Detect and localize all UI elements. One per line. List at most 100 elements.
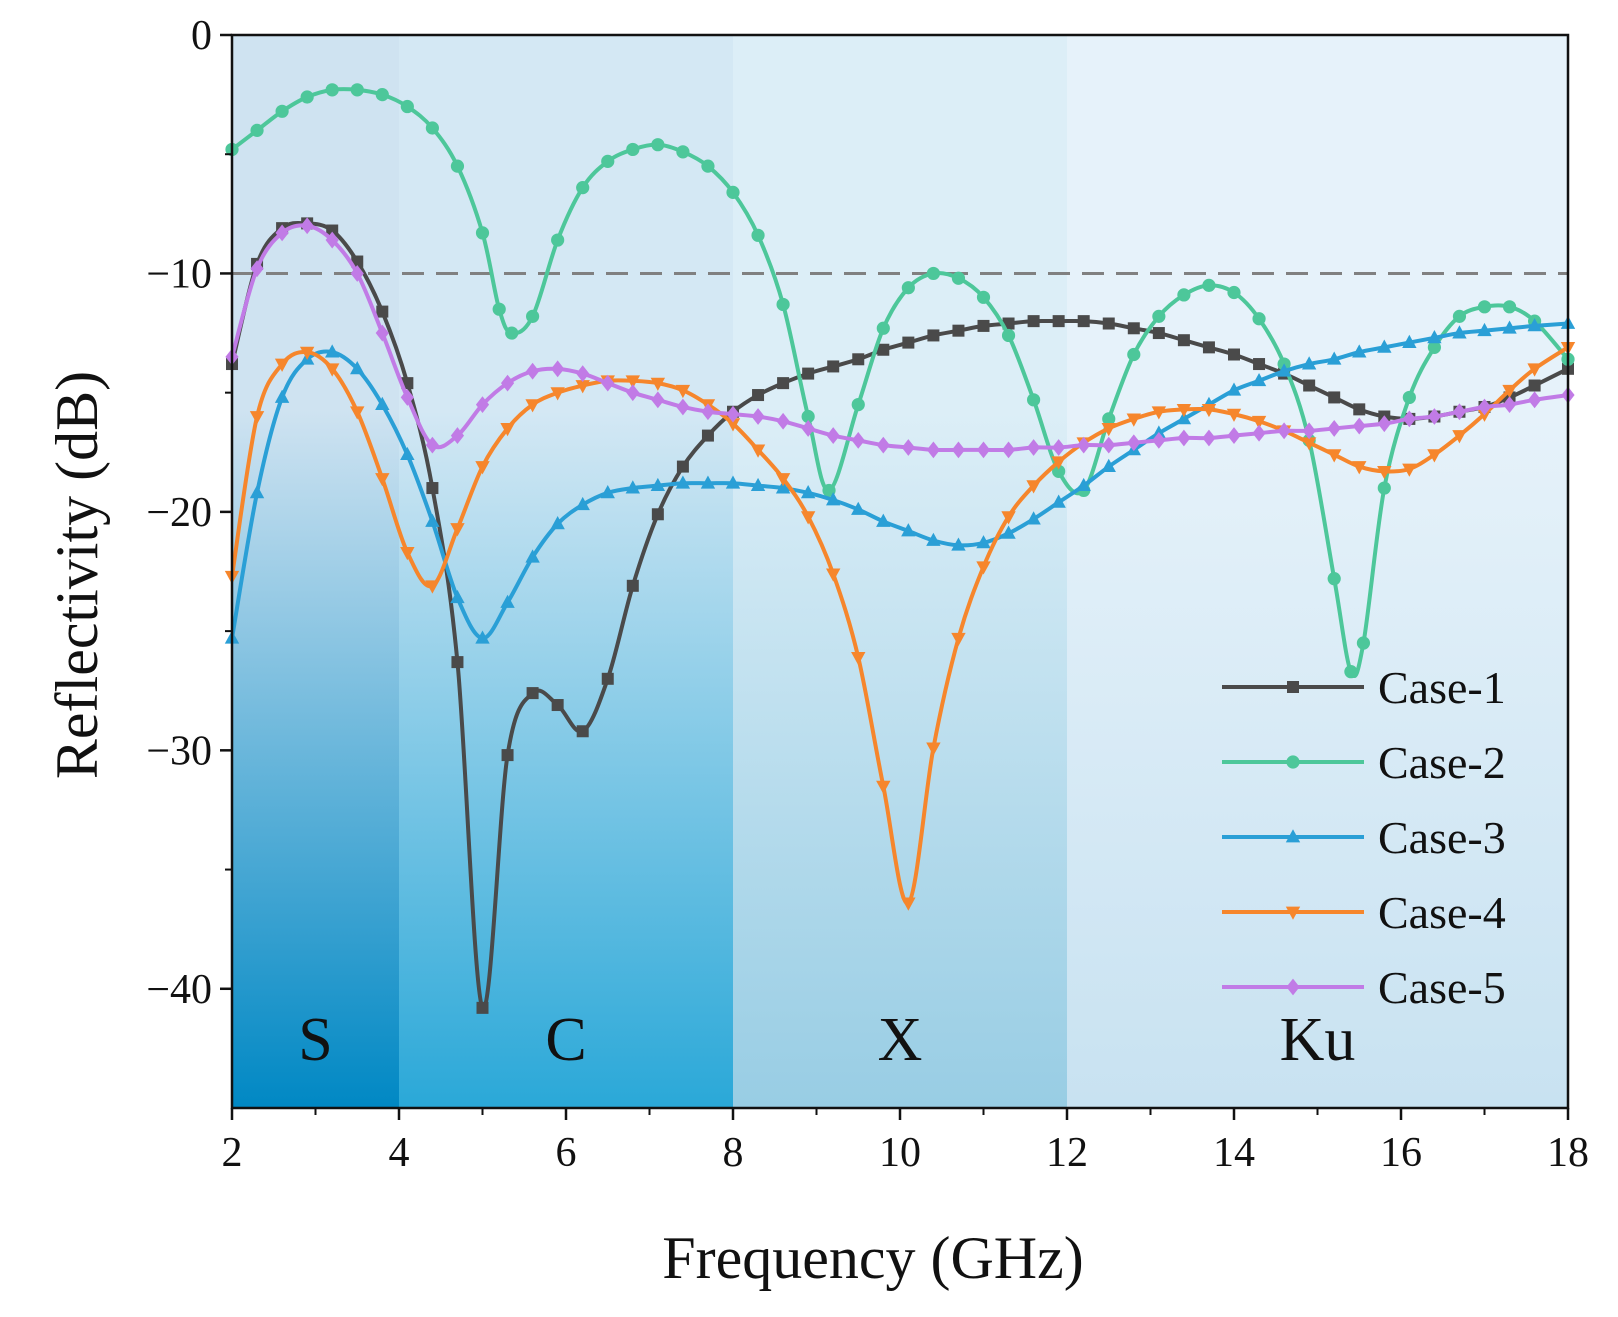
data-point-case-3: [400, 446, 415, 461]
data-point-case-5: [876, 436, 890, 454]
data-point-case-5: [976, 441, 991, 459]
data-point-case-5: [826, 427, 840, 444]
data-point-case-5: [951, 441, 966, 459]
data-point-case-2: [701, 159, 715, 173]
data-point-case-2: [1477, 300, 1492, 314]
data-point-case-5: [475, 396, 490, 413]
data-point-case-2: [505, 326, 519, 340]
band-ku: [1067, 35, 1568, 1108]
data-point-case-5: [651, 391, 665, 409]
data-point-case-3: [575, 496, 590, 511]
legend-marker: [1286, 978, 1300, 996]
data-point-case-2: [1102, 412, 1116, 426]
data-point-case-4: [1402, 463, 1417, 477]
data-point-case-2: [1227, 285, 1241, 300]
data-point-case-5: [1377, 415, 1391, 433]
x-tick-label: 12: [1046, 1130, 1088, 1176]
data-point-case-4: [1452, 430, 1467, 444]
data-point-case-5: [250, 260, 264, 278]
data-point-case-2: [1356, 636, 1371, 650]
axis-ticks: 2 4 6 8 10 12 14 16 18 0 −10 −20 −30 −40: [146, 13, 1589, 1176]
band-labels: S C X Ku: [298, 1006, 1355, 1074]
data-point-case-2: [626, 142, 640, 157]
data-point-case-3: [274, 389, 290, 403]
data-point-case-2: [275, 104, 289, 118]
y-tick-label: 0: [191, 13, 212, 59]
data-point-case-4: [800, 511, 816, 525]
data-point-case-1: [952, 324, 965, 337]
data-point-case-5: [1227, 427, 1241, 444]
data-point-case-4: [1502, 384, 1517, 399]
data-point-case-3: [700, 475, 716, 489]
data-point-case-4: [325, 363, 340, 377]
y-tick-label: −40: [146, 967, 212, 1013]
data-point-case-5: [1477, 398, 1492, 416]
data-point-case-3: [1477, 322, 1492, 337]
data-point-case-3: [1051, 494, 1066, 508]
data-point-case-1: [376, 305, 389, 318]
data-point-case-4: [775, 473, 791, 487]
data-point-case-3: [350, 361, 365, 375]
data-point-case-5: [1427, 408, 1441, 425]
data-point-case-4: [1251, 415, 1267, 430]
data-point-case-3: [249, 485, 265, 499]
data-point-case-5: [425, 436, 439, 454]
legend-label: Case-3: [1378, 812, 1506, 863]
data-point-case-1: [1353, 403, 1366, 416]
data-point-case-4: [575, 380, 590, 394]
data-point-case-2: [1027, 393, 1041, 407]
data-point-case-5: [1202, 429, 1216, 447]
data-point-case-2: [551, 233, 565, 247]
legend-marker: [1286, 755, 1300, 769]
data-point-case-3: [1327, 351, 1342, 365]
data-point-case-2: [901, 281, 915, 295]
data-point-case-3: [876, 513, 891, 527]
band-label-x: X: [878, 1006, 923, 1074]
data-point-case-5: [726, 405, 740, 423]
y-tick-label: −10: [146, 251, 212, 297]
data-point-case-3: [901, 523, 916, 537]
data-point-case-1: [1228, 348, 1240, 361]
legend-marker: [1285, 906, 1301, 920]
data-point-case-5: [1177, 429, 1191, 447]
data-point-case-2: [576, 181, 590, 195]
data-point-case-2: [300, 90, 314, 104]
data-point-case-2: [1152, 309, 1166, 323]
legend-marker: [1287, 681, 1299, 693]
data-point-case-5: [450, 427, 465, 444]
data-point-case-1: [676, 460, 689, 473]
data-point-case-4: [1427, 449, 1442, 463]
data-point-case-5: [325, 231, 339, 249]
data-point-case-2: [450, 159, 465, 173]
data-point-case-5: [1127, 434, 1141, 452]
data-point-case-1: [501, 749, 514, 762]
data-point-case-3: [325, 344, 340, 358]
data-point-case-4: [375, 473, 390, 487]
data-point-case-2: [1377, 481, 1391, 495]
data-point-case-3: [926, 532, 941, 546]
data-point-case-4: [249, 411, 265, 425]
data-point-case-4: [1226, 408, 1242, 422]
data-point-case-1: [927, 329, 940, 342]
data-point-case-3: [750, 477, 766, 492]
data-point-case-3: [1377, 339, 1392, 353]
data-point-case-5: [1452, 403, 1467, 421]
data-point-case-2: [1127, 347, 1141, 362]
data-point-case-3: [1452, 325, 1467, 339]
data-point-case-4: [750, 444, 766, 458]
data-point-case-4: [976, 561, 991, 575]
legend-item-case-5: Case-5: [1222, 962, 1506, 1013]
data-point-case-2: [526, 309, 540, 323]
data-point-case-5: [1402, 410, 1416, 428]
data-point-case-4: [1327, 449, 1342, 463]
data-point-case-1: [1127, 322, 1140, 335]
data-point-case-3: [600, 485, 615, 499]
data-point-case-1: [626, 579, 639, 592]
data-point-case-2: [375, 88, 389, 102]
data-point-case-4: [550, 387, 565, 401]
data-point-case-4: [1201, 403, 1217, 418]
data-point-case-2: [1402, 390, 1416, 405]
data-point-case-2: [1452, 309, 1467, 323]
legend-label: Case-4: [1378, 887, 1506, 938]
y-tick-label: −20: [146, 490, 212, 536]
